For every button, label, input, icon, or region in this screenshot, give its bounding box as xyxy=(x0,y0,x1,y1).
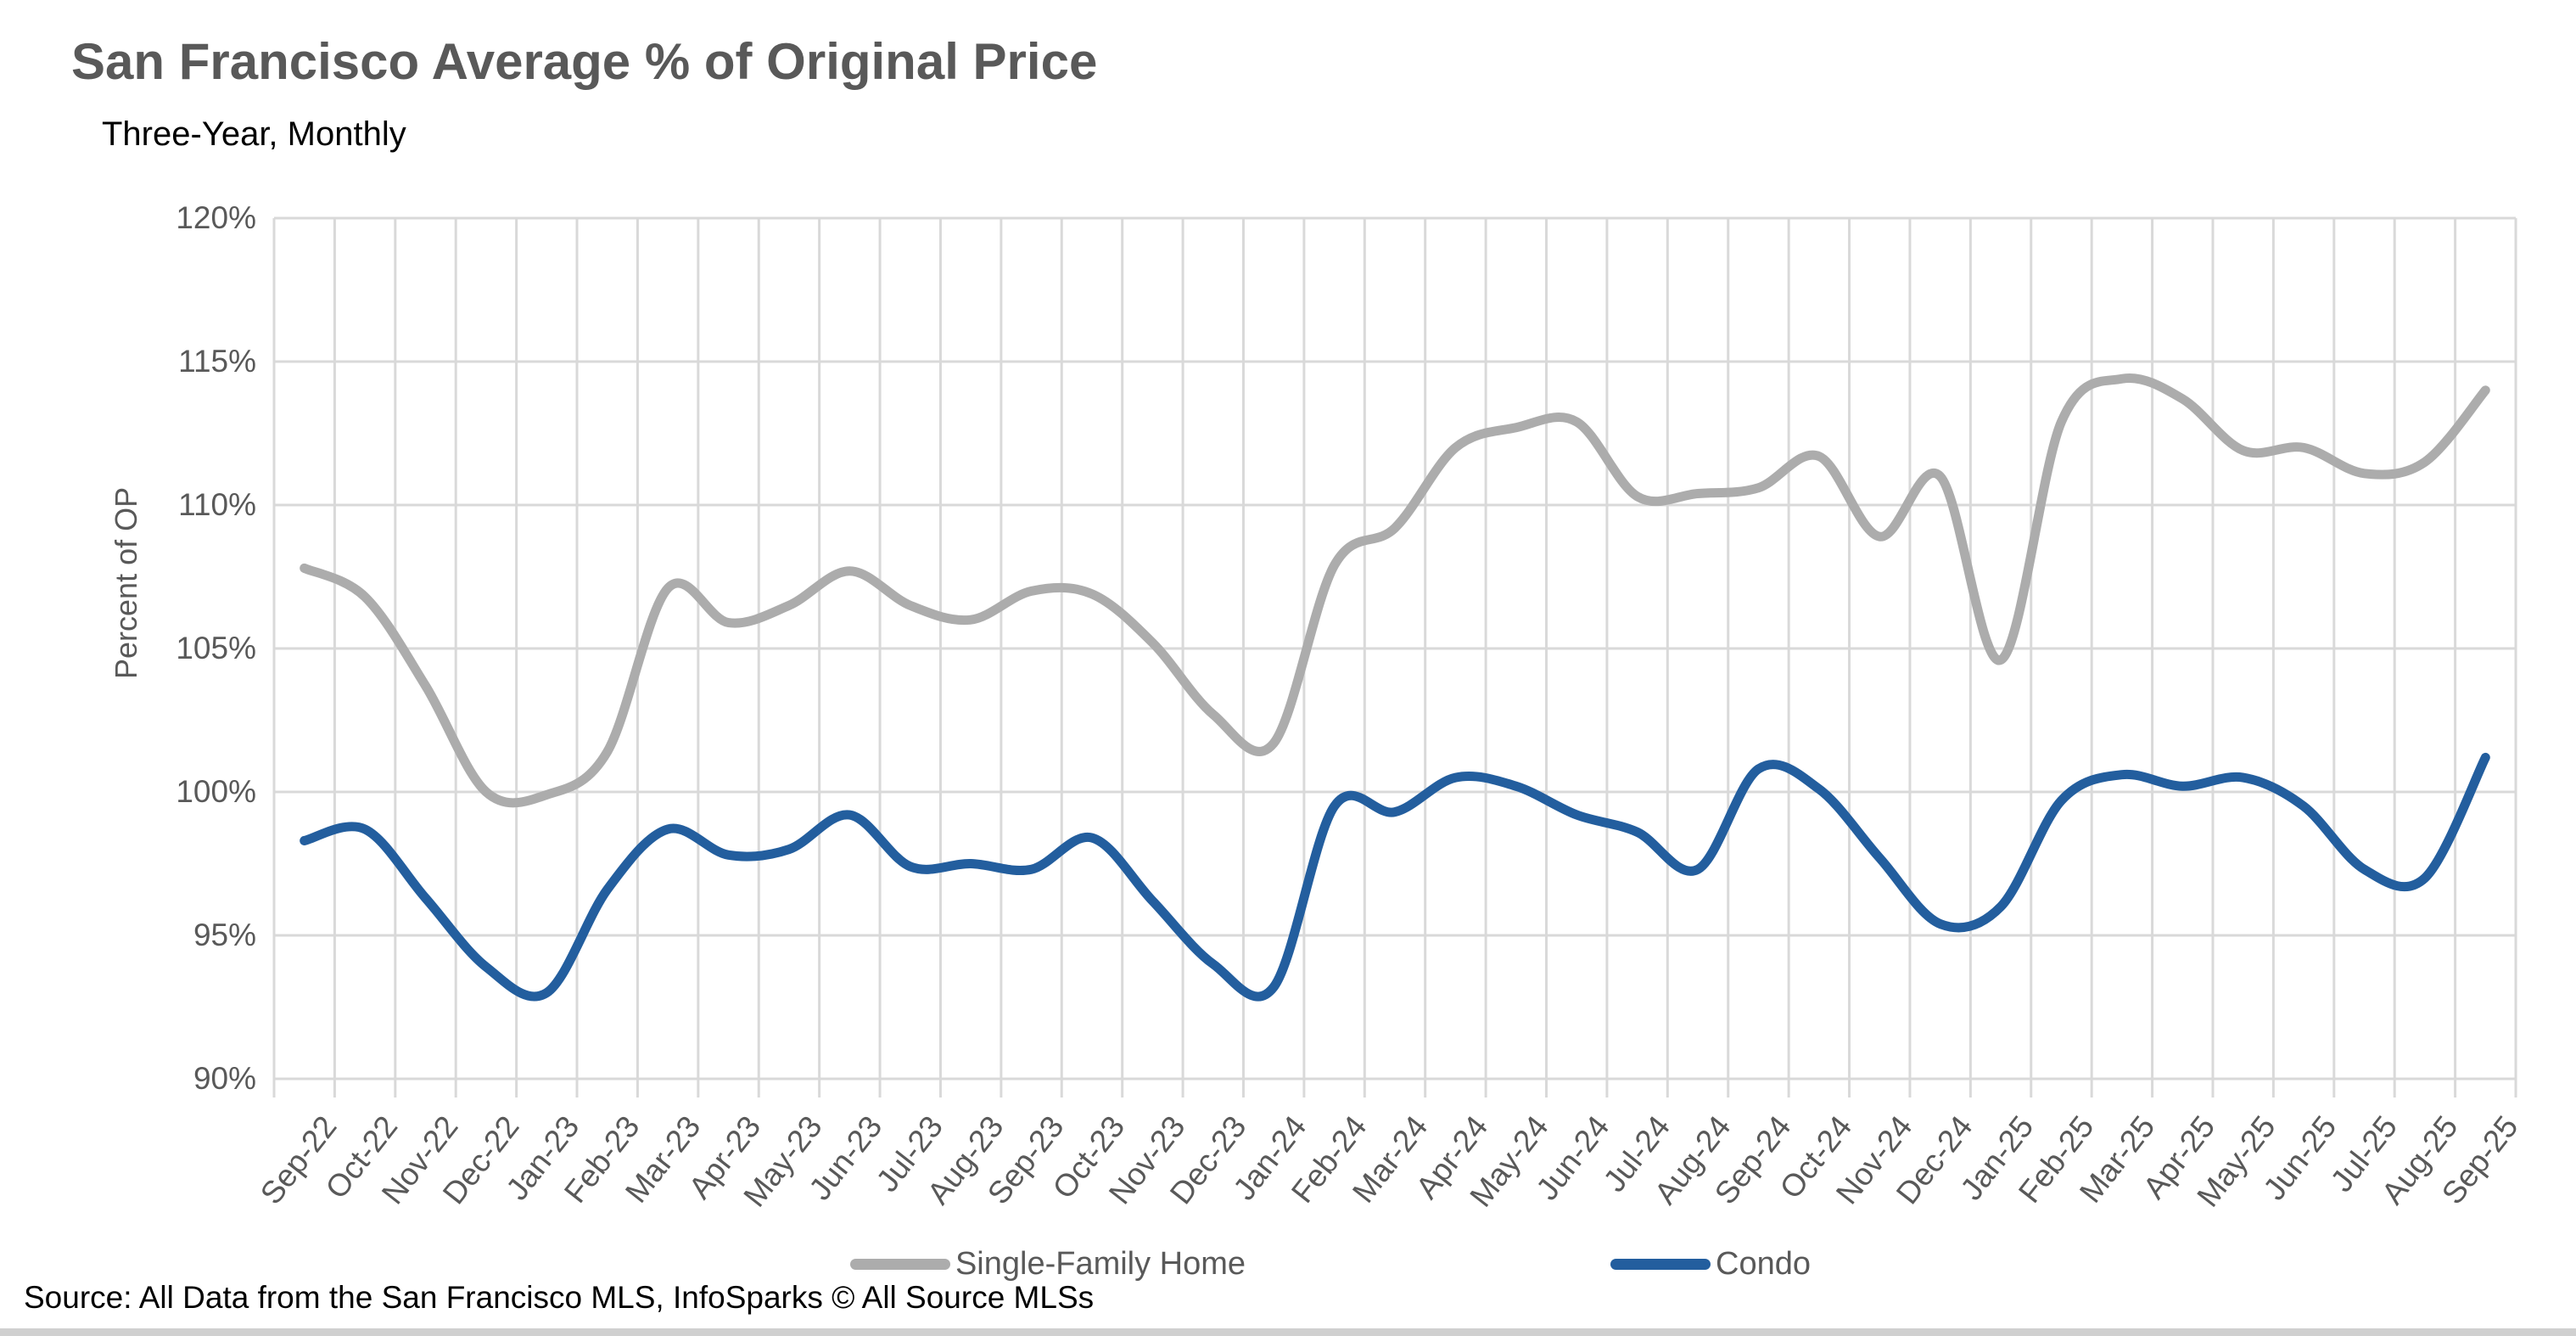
condo-line xyxy=(300,752,2490,1002)
legend-label-condo: Condo xyxy=(1716,1246,1812,1282)
condo-swatch xyxy=(1610,1259,1711,1270)
legend: Single-Family Home Condo xyxy=(42,1246,2576,1283)
y-tick-label: 95% xyxy=(193,918,256,952)
legend-item-condo: Condo xyxy=(1610,1246,1811,1283)
gridlines xyxy=(272,216,2517,1097)
single-family-home-line xyxy=(300,373,2490,808)
series-lines xyxy=(300,373,2490,1002)
chart-subtitle: Three-Year, Monthly xyxy=(102,115,406,153)
y-tick-label: 90% xyxy=(193,1061,256,1096)
y-tick-label: 100% xyxy=(176,774,256,809)
y-tick-label: 110% xyxy=(178,487,256,522)
y-tick-label: 120% xyxy=(176,200,256,235)
legend-item-single-family-home: Single-Family Home xyxy=(849,1246,1246,1283)
source-note: Source: All Data from the San Francisco … xyxy=(24,1280,1095,1315)
legend-label-single-family-home: Single-Family Home xyxy=(955,1246,1246,1282)
chart-title: San Francisco Average % of Original Pric… xyxy=(71,33,1098,90)
y-tick-label: 115% xyxy=(178,344,256,379)
y-tick-label: 105% xyxy=(176,631,256,665)
bottom-strip xyxy=(0,1328,2576,1336)
single-family-home-swatch xyxy=(849,1259,950,1270)
